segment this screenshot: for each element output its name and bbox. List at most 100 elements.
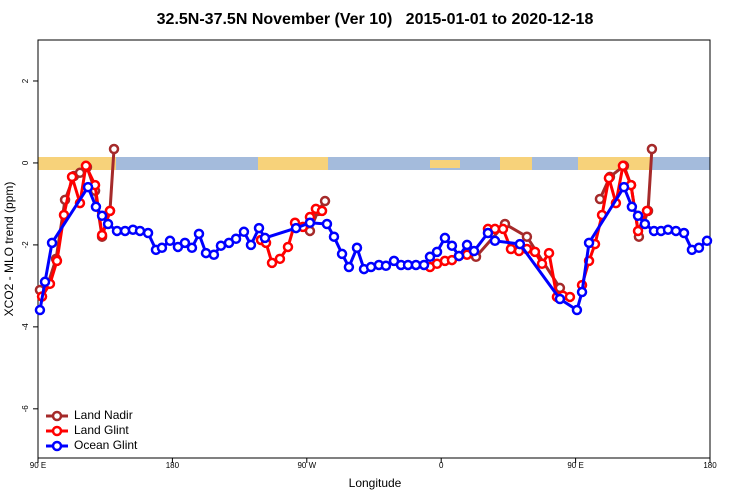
point — [102, 218, 114, 230]
point — [46, 237, 58, 249]
point — [632, 210, 644, 222]
point — [215, 240, 227, 251]
point — [253, 222, 265, 234]
point — [336, 248, 348, 260]
point — [410, 259, 422, 271]
point — [446, 240, 458, 251]
y-tick-label: 2 — [21, 78, 30, 83]
point — [380, 260, 392, 272]
point — [468, 245, 480, 257]
point — [461, 239, 473, 251]
point — [536, 258, 548, 270]
point — [108, 143, 120, 155]
point — [282, 241, 294, 253]
x-tick-label: 90 E — [567, 461, 583, 470]
legend-marker — [51, 410, 63, 422]
y-tick-label: -4 — [21, 323, 30, 331]
point — [505, 243, 517, 255]
point — [39, 276, 51, 288]
point — [603, 172, 615, 184]
y-axis-label: XCO2 - MLO trend (ppm) — [2, 182, 16, 317]
point — [576, 286, 588, 298]
land-band — [38, 157, 116, 170]
point — [571, 304, 583, 316]
point — [351, 242, 363, 254]
plot-frame — [37, 39, 711, 459]
point — [617, 160, 629, 172]
point — [583, 237, 595, 249]
land-band — [258, 157, 328, 170]
point — [626, 201, 638, 213]
legend-label: Land Nadir — [74, 408, 133, 422]
x-axis-label: Longitude — [349, 476, 402, 490]
point — [482, 227, 494, 239]
legend-label: Ocean Glint — [74, 438, 138, 452]
point — [521, 231, 533, 242]
ocean-band — [38, 157, 710, 170]
point — [119, 225, 131, 237]
point — [678, 227, 690, 239]
point — [179, 237, 191, 249]
y-tick-label: -6 — [21, 405, 30, 413]
point — [543, 247, 555, 259]
point — [618, 181, 630, 193]
y-tick-label: 0 — [21, 160, 30, 165]
point — [564, 291, 576, 303]
point — [328, 231, 340, 242]
point — [186, 242, 198, 254]
point — [66, 171, 78, 183]
point — [266, 257, 278, 269]
point — [641, 205, 653, 217]
x-tick-label: 180 — [703, 461, 717, 470]
point — [34, 304, 46, 316]
series-line — [38, 183, 708, 313]
point — [319, 195, 331, 207]
point — [701, 235, 713, 247]
point — [156, 242, 168, 254]
point — [431, 246, 443, 258]
point — [316, 205, 328, 217]
legend-marker — [51, 440, 63, 452]
x-tick-label: 90 W — [297, 461, 316, 470]
point — [96, 210, 108, 222]
point — [693, 242, 705, 254]
point — [497, 223, 509, 235]
land-band — [578, 157, 652, 170]
point — [164, 235, 176, 247]
land-band — [430, 160, 460, 168]
point — [111, 225, 123, 237]
point — [439, 232, 451, 244]
land-band — [500, 157, 532, 170]
point — [662, 224, 674, 235]
legend-label: Land Glint — [74, 423, 129, 437]
y-tick-label: -2 — [21, 241, 30, 249]
point — [245, 239, 257, 251]
point — [646, 143, 658, 155]
point — [290, 222, 302, 234]
legend-marker — [51, 425, 63, 437]
point — [594, 193, 606, 205]
point — [230, 233, 242, 245]
point — [514, 238, 526, 250]
point — [238, 226, 250, 238]
point — [80, 160, 92, 172]
chart-title: 32.5N-37.5N November (Ver 10) 2015-01-01… — [157, 11, 594, 28]
point — [453, 250, 465, 262]
point — [193, 228, 205, 240]
point — [343, 261, 355, 273]
point — [82, 181, 94, 193]
point — [424, 251, 436, 263]
point — [670, 225, 682, 237]
point — [489, 235, 501, 247]
point — [58, 209, 70, 221]
x-tick-label: 90 E — [30, 461, 46, 470]
point — [554, 293, 566, 305]
point — [142, 227, 154, 239]
point — [304, 217, 316, 229]
point — [134, 225, 146, 237]
point — [274, 253, 286, 265]
point — [51, 255, 63, 267]
point — [259, 232, 271, 244]
point — [104, 205, 116, 217]
